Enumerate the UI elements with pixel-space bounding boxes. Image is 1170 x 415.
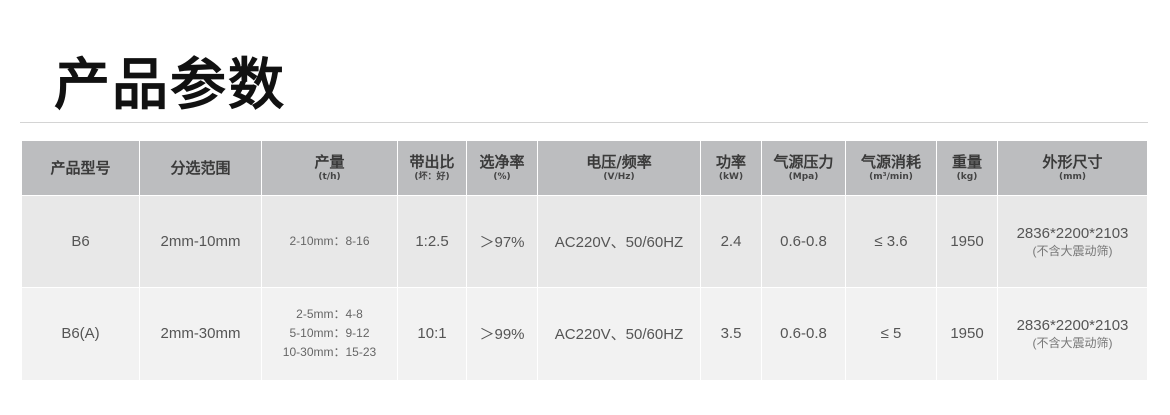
header-label: 带出比	[409, 152, 455, 171]
header-dimensions: 外形尺寸 (mm)	[997, 141, 1148, 196]
cell-voltage: AC220V、50/60HZ	[537, 287, 701, 380]
header-unit: (m³/min)	[869, 171, 913, 182]
cell-range: 2mm-10mm	[139, 195, 262, 288]
header-air-consumption: 气源消耗 (m³/min)	[845, 141, 937, 196]
cell-dimensions: 2836*2200*2103 (不含大震动筛)	[997, 287, 1148, 380]
header-label: 分选范围	[170, 159, 231, 177]
cell-weight: 1950	[936, 195, 998, 288]
header-unit: (坏：好)	[414, 171, 450, 182]
product-parameters-table: 产品型号 分选范围 产量 (t/h) 带出比 (坏：好) 选净率 (%) 电压/频率 (V/Hz)…	[21, 141, 1148, 380]
cell-power: 2.4	[700, 195, 762, 288]
header-unit: (mm)	[1059, 171, 1086, 182]
cell-dimensions: 2836*2200*2103 (不含大震动筛)	[997, 195, 1148, 288]
cell-voltage: AC220V、50/60HZ	[537, 195, 701, 288]
cell-weight: 1950	[936, 287, 998, 380]
cell-air-pressure: 0.6-0.8	[761, 195, 846, 288]
cell-air-consumption: ≤ 3.6	[845, 195, 937, 288]
dimensions-note: (不含大震动筛)	[1032, 335, 1113, 350]
header-output: 产量 (t/h)	[261, 141, 398, 196]
header-label: 重量	[951, 152, 982, 171]
header-purity: 选净率 (%)	[466, 141, 538, 196]
cell-purity: ＞97%	[466, 195, 538, 288]
cell-purity: ＞99%	[466, 287, 538, 380]
header-air-pressure: 气源压力 (Mpa)	[761, 141, 846, 196]
header-label: 选净率	[479, 152, 525, 171]
header-label: 产品型号	[50, 159, 111, 177]
cell-output: 2-5mm：4-8 5-10mm：9-12 10-30mm：15-23	[261, 287, 398, 380]
page-title: 产品参数	[54, 53, 286, 118]
header-ratio: 带出比 (坏：好)	[397, 141, 467, 196]
header-label: 外形尺寸	[1042, 152, 1103, 171]
header-unit: (t/h)	[318, 171, 341, 182]
header-unit: (kW)	[718, 171, 744, 182]
divider	[20, 122, 1148, 123]
cell-model: B6(A)	[21, 287, 140, 380]
cell-ratio: 10:1	[397, 287, 467, 380]
output-line: 10-30mm：15-23	[282, 345, 377, 360]
header-voltage: 电压/频率 (V/Hz)	[537, 141, 701, 196]
cell-model: B6	[21, 195, 140, 288]
dimensions-note: (不含大震动筛)	[1032, 243, 1113, 258]
header-label: 气源消耗	[860, 152, 921, 171]
header-unit: (kg)	[956, 171, 978, 182]
output-line: 2-5mm：4-8	[296, 307, 363, 322]
cell-air-consumption: ≤ 5	[845, 287, 937, 380]
header-label: 产量	[314, 152, 345, 171]
cell-air-pressure: 0.6-0.8	[761, 287, 846, 380]
header-power: 功率 (kW)	[700, 141, 762, 196]
header-unit: (V/Hz)	[603, 171, 635, 182]
cell-output: 2-10mm：8-16	[261, 195, 398, 288]
dimensions-value: 2836*2200*2103	[1016, 224, 1129, 242]
header-model: 产品型号	[21, 141, 140, 196]
table-header-row: 产品型号 分选范围 产量 (t/h) 带出比 (坏：好) 选净率 (%) 电压/频率 (V/Hz)…	[21, 141, 1148, 196]
header-label: 气源压力	[773, 152, 834, 171]
cell-ratio: 1:2.5	[397, 195, 467, 288]
header-weight: 重量 (kg)	[936, 141, 998, 196]
header-unit: (Mpa)	[788, 171, 819, 182]
dimensions-value: 2836*2200*2103	[1016, 316, 1129, 334]
header-label: 电压/频率	[586, 152, 652, 171]
header-range: 分选范围	[139, 141, 262, 196]
output-line: 5-10mm：9-12	[289, 326, 370, 341]
table-row: B6(A) 2mm-30mm 2-5mm：4-8 5-10mm：9-12 10-30mm…	[21, 287, 1148, 380]
header-label: 功率	[715, 152, 746, 171]
output-line: 2-10mm：8-16	[289, 234, 370, 248]
header-unit: (%)	[493, 171, 511, 182]
table-row: B6 2mm-10mm 2-10mm：8-16 1:2.5 ＞97% AC220V、50/…	[21, 195, 1148, 288]
cell-range: 2mm-30mm	[139, 287, 262, 380]
cell-power: 3.5	[700, 287, 762, 380]
